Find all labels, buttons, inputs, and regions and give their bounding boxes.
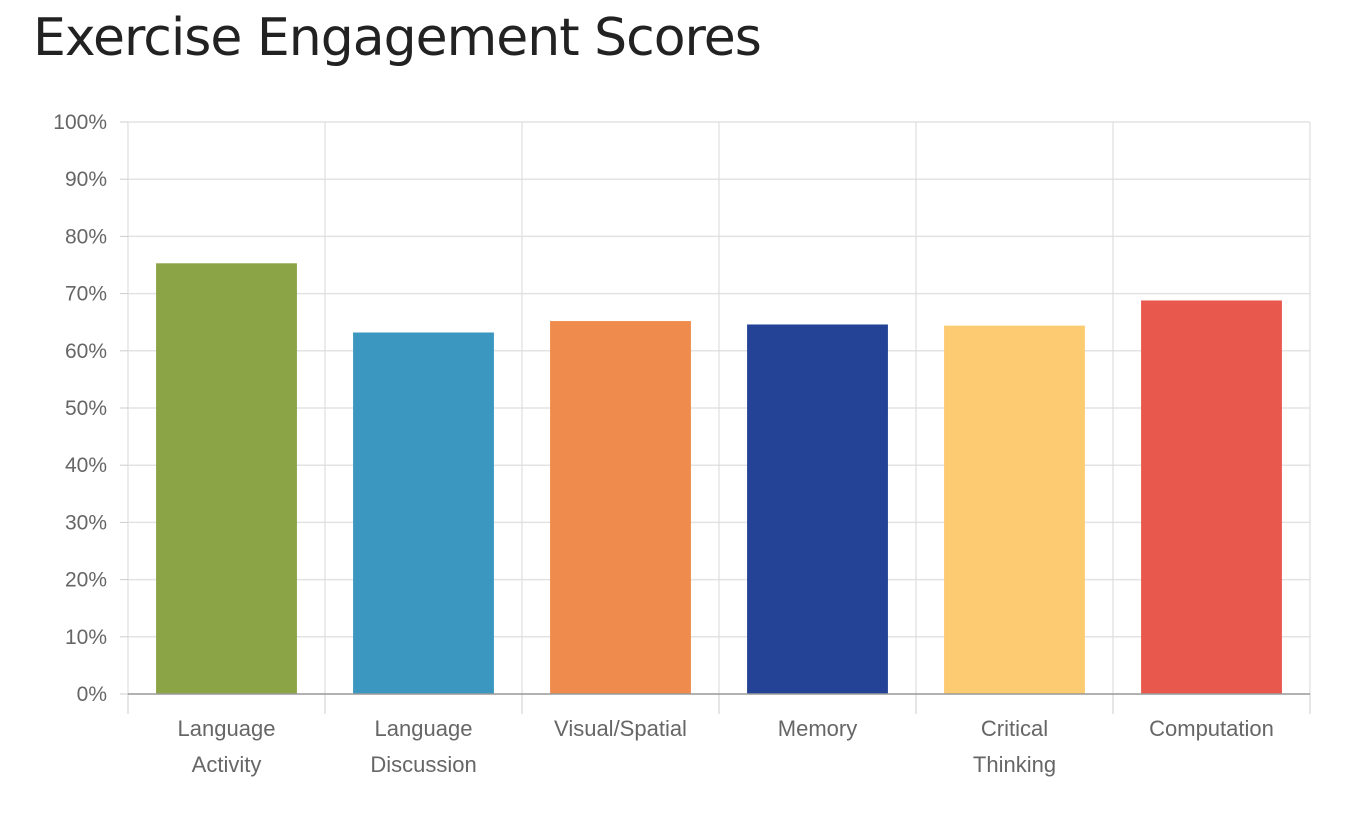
x-category-label: Visual/Spatial: [554, 716, 687, 741]
x-category-label: Memory: [778, 716, 857, 741]
y-tick-label: 90%: [65, 168, 107, 191]
x-category-label: Activity: [192, 752, 262, 777]
bar: [353, 332, 494, 694]
y-tick-label: 60%: [65, 340, 107, 363]
x-category-label: Discussion: [370, 752, 476, 777]
grid-lines: [127, 121, 1311, 694]
y-tick-label: 20%: [65, 569, 107, 592]
y-tick-label: 80%: [65, 225, 107, 248]
bars: [156, 263, 1282, 694]
y-tick-label: 50%: [65, 397, 107, 420]
chart-title: Exercise Engagement Scores: [33, 8, 762, 68]
axes: [120, 121, 1311, 714]
y-tick-label: 30%: [65, 511, 107, 534]
y-tick-label: 40%: [65, 454, 107, 477]
x-category-label: Thinking: [973, 752, 1056, 777]
x-category-label: Critical: [981, 716, 1048, 741]
bar: [1141, 300, 1282, 694]
y-tick-label: 10%: [65, 626, 107, 649]
y-tick-label: 0%: [77, 683, 107, 706]
bar: [550, 321, 691, 694]
x-category-label: Computation: [1149, 716, 1274, 741]
x-category-label: Language: [178, 716, 276, 741]
y-tick-label: 70%: [65, 283, 107, 306]
x-category-label: Language: [375, 716, 473, 741]
bar: [944, 325, 1085, 694]
axis-labels: 0% 10% 20% 30% 40% 50% 60% 70% 80% 90% 100% Languag…: [53, 111, 1274, 777]
y-tick-label: 100%: [53, 111, 107, 134]
bar: [156, 263, 297, 694]
bar: [747, 324, 888, 694]
